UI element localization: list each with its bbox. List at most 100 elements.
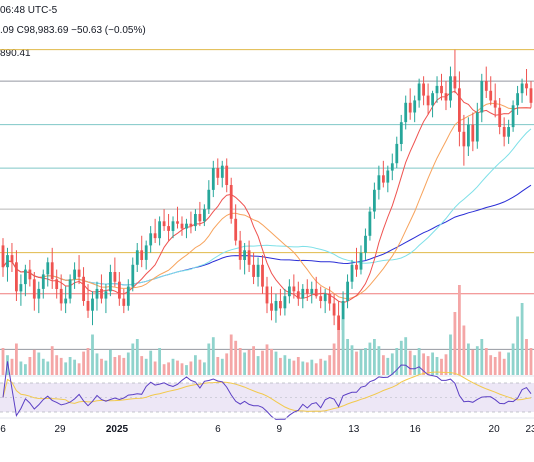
volume-bars <box>1 285 533 375</box>
time-axis-label: 6 <box>215 424 221 435</box>
volume-bar <box>520 303 524 375</box>
candle-body <box>265 286 269 304</box>
candle-body <box>77 269 81 277</box>
volume-bar <box>355 351 358 375</box>
candle-body <box>301 288 305 299</box>
volume-bar <box>359 349 363 375</box>
candle-body <box>484 81 488 91</box>
candle-body <box>444 93 448 101</box>
candle-body <box>520 83 524 94</box>
moving-averages <box>2 90 532 304</box>
candle-body <box>373 189 376 212</box>
volume-bar <box>95 353 99 375</box>
volume-bar <box>283 355 287 375</box>
candle-body <box>162 221 166 227</box>
candle-body <box>417 83 421 101</box>
candle-body <box>382 175 385 183</box>
candle-body <box>216 168 220 178</box>
candle-body <box>135 250 139 265</box>
volume-bar <box>243 352 246 375</box>
candle-body <box>288 286 291 297</box>
candle-body <box>149 233 153 246</box>
candle-body <box>341 301 345 330</box>
candle-body <box>323 293 327 302</box>
candle-body <box>211 168 215 190</box>
candle-body <box>15 262 18 292</box>
candle-body <box>32 279 36 299</box>
candle-body <box>314 288 318 297</box>
candle-body <box>368 211 372 236</box>
volume-bar <box>279 357 282 375</box>
candle-body <box>364 235 367 253</box>
candle-body <box>176 221 179 224</box>
volume-bar <box>426 356 430 375</box>
candle-body <box>319 296 323 301</box>
volume-bar <box>59 357 63 375</box>
candle-body <box>346 281 349 301</box>
candle-body <box>422 83 425 96</box>
candle-body <box>100 288 103 299</box>
candle-body <box>390 163 394 171</box>
time-axis: 6 29 2025 6 9 13 16 20 23 <box>0 424 534 435</box>
candles <box>1 49 533 350</box>
volume-bar <box>301 361 305 375</box>
candle-body <box>377 175 381 190</box>
time-axis-label: 9 <box>277 424 283 435</box>
candle-body <box>1 245 5 268</box>
candle-body <box>525 83 528 89</box>
volume-bar <box>247 349 251 375</box>
candle-body <box>86 301 90 311</box>
volume-bar <box>382 355 385 375</box>
volume-bar <box>113 357 117 375</box>
candle-body <box>511 105 515 128</box>
candle-body <box>458 88 461 132</box>
volume-bar <box>10 358 14 375</box>
candle-body <box>328 293 332 304</box>
candle-body <box>122 298 126 306</box>
candle-body <box>28 269 32 280</box>
volume-bar <box>261 350 264 375</box>
volume-bar <box>493 357 497 375</box>
volume-bar <box>328 355 332 375</box>
time-axis-label: 23 <box>525 424 534 435</box>
volume-bar <box>471 349 475 375</box>
volume-bar <box>516 316 519 375</box>
candle-body <box>167 226 170 231</box>
volume-bar <box>24 364 27 375</box>
volume-bar <box>229 334 233 375</box>
candle-body <box>140 250 144 260</box>
candle-body <box>296 291 300 299</box>
candle-body <box>471 124 475 142</box>
candle-body <box>408 102 412 113</box>
volume-bar <box>292 360 296 375</box>
volume-bar <box>399 340 403 375</box>
volume-bar <box>82 351 85 375</box>
volume-bar <box>265 344 269 375</box>
time-axis-label: 29 <box>54 424 66 435</box>
candle-body <box>37 288 41 299</box>
volume-bar <box>341 319 345 375</box>
candle-body <box>283 296 287 309</box>
candle-body <box>247 250 251 265</box>
candle-body <box>6 255 9 268</box>
volume-bar <box>46 361 50 375</box>
volume-bar <box>64 362 68 375</box>
candle-body <box>46 262 50 275</box>
volume-bar <box>444 354 448 375</box>
volume-bar <box>189 361 193 375</box>
candle-body <box>493 100 497 108</box>
volume-bar <box>422 353 425 375</box>
volume-bar <box>319 358 323 375</box>
rsi-ma-line <box>2 371 532 412</box>
volume-bar <box>140 356 144 375</box>
volume-bar <box>413 355 417 375</box>
candle-body <box>386 170 390 183</box>
volume-bar <box>1 348 5 375</box>
candle-body <box>126 286 130 306</box>
candle-body <box>337 315 340 330</box>
volume-bar <box>462 325 466 375</box>
volume-bar <box>153 361 157 375</box>
candle-body <box>426 95 430 106</box>
candle-body <box>435 85 439 94</box>
